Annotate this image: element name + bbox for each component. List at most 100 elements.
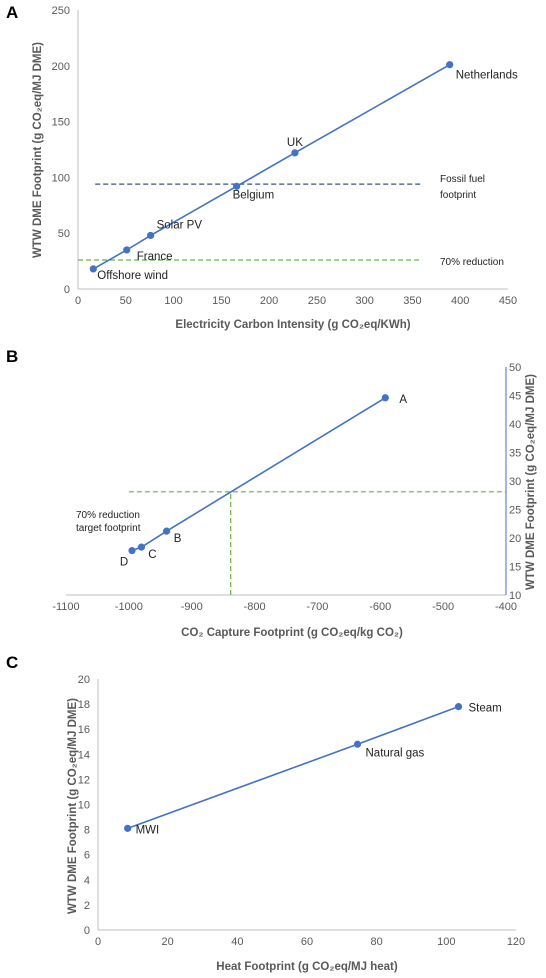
data-point — [353, 740, 362, 748]
data-point — [446, 61, 454, 69]
y-tick-label: 200 — [52, 61, 70, 73]
data-point-label: UK — [287, 137, 303, 149]
y-tick-label: 8 — [84, 825, 90, 837]
data-point-label: B — [174, 533, 182, 545]
data-point-label: Solar PV — [157, 219, 203, 231]
y-tick-label: 18 — [78, 699, 90, 711]
x-tick-label: 350 — [403, 295, 421, 307]
panel-c-x-axis-title: Heat Footprint (g CO₂eq/MJ heat) — [216, 961, 398, 973]
data-point — [89, 265, 97, 273]
data-point — [291, 149, 299, 157]
data-point-label: D — [120, 557, 128, 569]
panel-b-point-labels: D C B A — [120, 394, 407, 569]
y-tick-label: 250 — [52, 5, 70, 17]
y-tick-label: 2 — [84, 900, 90, 912]
data-point — [381, 394, 389, 402]
panel-a-series — [89, 61, 454, 273]
panel-a-chart: A Fossil fuel footprint 70% reduction 0 50 1… — [6, 3, 518, 331]
data-point — [162, 527, 171, 535]
x-tick-label: 250 — [308, 295, 326, 307]
series-line — [131, 397, 386, 552]
y-tick-label: 30 — [509, 476, 521, 488]
panel-b-x-ticks: -1100 -1000 -900 -800 -700 -600 -500 -400 — [52, 601, 517, 613]
data-point-label: Offshore wind — [97, 270, 168, 282]
panel-a-y-ticks: 0 50 100 150 200 250 — [52, 5, 70, 296]
y-tick-label: 15 — [509, 562, 521, 574]
panel-c-x-ticks: 0 20 40 60 80 100 120 — [95, 936, 525, 948]
panel-letter-b: B — [6, 347, 18, 366]
x-tick-label: 100 — [164, 295, 182, 307]
y-tick-label: 45 — [509, 391, 521, 403]
x-tick-label: -900 — [181, 601, 203, 613]
panel-a-x-axis-title: Electricity Carbon Intensity (g CO₂eq/KW… — [175, 319, 410, 331]
y-tick-label: 40 — [509, 419, 521, 431]
data-point-label: C — [148, 549, 156, 561]
x-tick-label: 60 — [301, 936, 313, 948]
panel-c-y-ticks: 0 2 4 6 8 10 12 14 16 18 20 — [78, 674, 90, 937]
y-tick-label: 25 — [509, 505, 521, 517]
reference-line-label: Fossil fuel — [440, 174, 485, 185]
x-tick-label: 400 — [451, 295, 469, 307]
y-tick-label: 50 — [509, 362, 521, 374]
reference-line-label: target footprint — [76, 523, 141, 534]
panel-c-chart: C 0 20 40 60 80 100 120 0 2 4 6 8 10 12 14 16 18 20 MWI N… — [6, 653, 525, 973]
data-point-label: Steam — [469, 703, 502, 715]
panel-a-x-ticks: 0 50 100 150 200 250 300 350 400 450 — [75, 295, 517, 307]
y-tick-label: 10 — [78, 800, 90, 812]
y-tick-label: 0 — [64, 284, 70, 296]
panel-letter-c: C — [6, 653, 18, 672]
y-tick-label: 10 — [509, 590, 521, 602]
x-tick-label: 0 — [95, 936, 101, 948]
data-point — [128, 546, 136, 555]
x-tick-label: 120 — [507, 936, 525, 948]
series-line — [92, 63, 451, 270]
data-point-label: France — [137, 251, 173, 263]
panel-b-chart: B 70% reduction target footprint -1100 -10… — [6, 347, 537, 639]
x-tick-label: -1100 — [52, 601, 79, 613]
y-tick-label: 16 — [78, 724, 90, 736]
data-point — [124, 824, 132, 832]
x-tick-label: -700 — [306, 601, 328, 613]
data-point — [454, 703, 463, 711]
data-point-label: Belgium — [233, 189, 275, 201]
x-tick-label: 80 — [371, 936, 383, 948]
y-tick-label: 35 — [509, 448, 521, 460]
x-tick-label: -400 — [495, 601, 517, 613]
y-tick-label: 0 — [84, 925, 90, 937]
reference-line-label: 70% reduction — [76, 510, 140, 521]
panel-a-reference-lines: Fossil fuel footprint 70% reduction — [78, 174, 504, 268]
panel-c-series — [124, 703, 463, 832]
x-tick-label: 300 — [355, 295, 373, 307]
panel-a-y-axis-title: WTW DME Footprint (g CO₂eq/MJ DME) — [32, 42, 44, 258]
x-tick-label: -500 — [432, 601, 454, 613]
reference-line-label: 70% reduction — [440, 257, 504, 268]
panel-letter-a: A — [6, 3, 18, 22]
data-point — [137, 543, 146, 551]
x-tick-label: 0 — [75, 295, 81, 307]
y-tick-label: 14 — [78, 749, 90, 761]
x-tick-label: 50 — [120, 295, 132, 307]
data-point — [233, 182, 241, 190]
panel-b-x-axis-title: CO₂ Capture Footprint (g CO₂eq/kg CO₂) — [181, 627, 403, 639]
reference-line-label: footprint — [440, 190, 476, 201]
y-tick-label: 6 — [84, 850, 90, 862]
data-point-label: A — [399, 394, 407, 406]
panel-b-reference-lines: 70% reduction target footprint — [76, 491, 506, 595]
panel-a-point-labels: Offshore wind France Solar PV Belgium UK Neth… — [97, 70, 518, 282]
y-tick-label: 50 — [58, 228, 70, 240]
y-tick-label: 150 — [52, 117, 70, 129]
y-tick-label: 20 — [509, 533, 521, 545]
y-tick-label: 100 — [52, 172, 70, 184]
x-tick-label: 150 — [212, 295, 230, 307]
x-tick-label: 40 — [231, 936, 243, 948]
data-point-label: Netherlands — [456, 70, 518, 82]
panel-b-series — [128, 394, 389, 555]
y-tick-label: 4 — [84, 875, 90, 887]
x-tick-label: -800 — [244, 601, 266, 613]
y-tick-label: 12 — [78, 774, 90, 786]
panel-c-y-axis-title: WTW DME Footprint (g CO₂eq/MJ DME) — [67, 698, 79, 914]
x-tick-label: 450 — [499, 295, 517, 307]
panel-b-y-axis-title: WTW DME Footprint (g CO₂eq/MJ DME) — [525, 374, 537, 590]
x-tick-label: 200 — [260, 295, 278, 307]
